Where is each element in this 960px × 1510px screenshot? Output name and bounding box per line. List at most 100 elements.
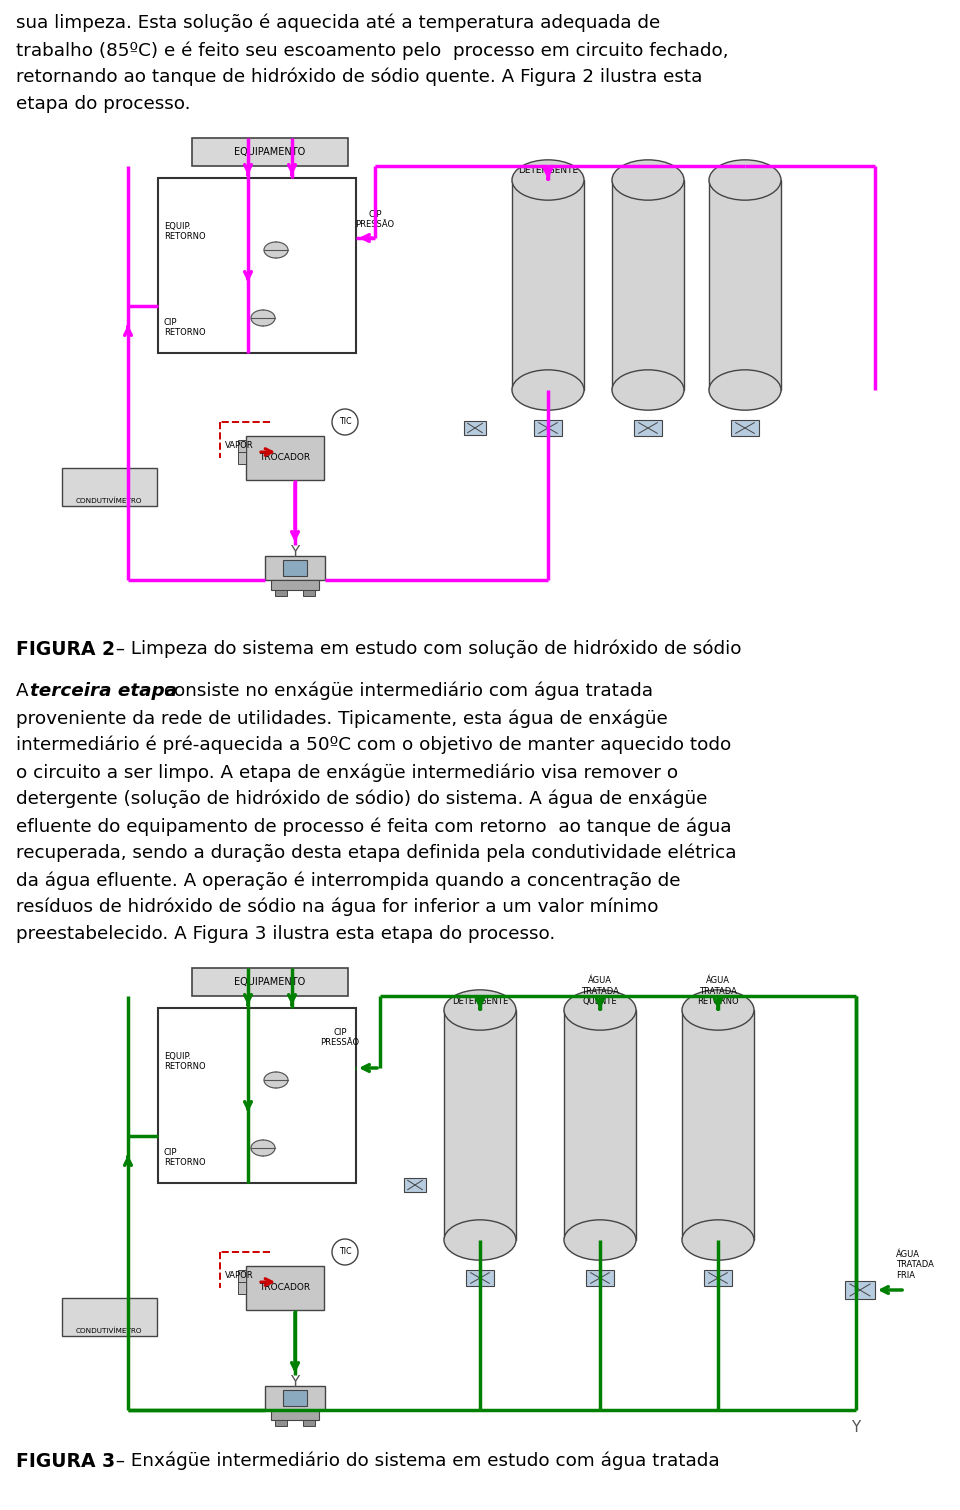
Text: FIGURA 2: FIGURA 2 [16, 640, 115, 658]
Text: sua limpeza. Esta solução é aquecida até a temperatura adequada de: sua limpeza. Esta solução é aquecida até… [16, 14, 660, 33]
Ellipse shape [612, 160, 684, 201]
Polygon shape [276, 1072, 288, 1089]
Text: EQUIP.
RETORNO: EQUIP. RETORNO [164, 1052, 205, 1072]
Text: EQUIP.
RETORNO: EQUIP. RETORNO [164, 222, 205, 242]
Bar [238, 1282, 246, 1294]
Ellipse shape [512, 160, 584, 201]
Text: CONDUTIVÍMETRO: CONDUTIVÍMETRO [76, 1327, 142, 1333]
Bar [238, 1270, 246, 1282]
Polygon shape [263, 1140, 275, 1157]
Bar [275, 1419, 287, 1425]
Text: etapa do processo.: etapa do processo. [16, 95, 190, 113]
Text: DETERGENTE: DETERGENTE [452, 997, 508, 1006]
Bar [303, 1419, 315, 1425]
Bar [704, 1270, 732, 1287]
Text: A: A [16, 683, 35, 701]
Text: efluente do equipamento de processo é feita com retorno  ao tanque de água: efluente do equipamento de processo é fe… [16, 817, 732, 835]
Text: CIP
PRESSÃO: CIP PRESSÃO [355, 210, 395, 230]
Ellipse shape [444, 991, 516, 1030]
Text: FIGURA 3: FIGURA 3 [16, 1453, 115, 1471]
Text: – Enxágüe intermediário do sistema em estudo com água tratada: – Enxágüe intermediário do sistema em es… [110, 1453, 720, 1471]
Circle shape [332, 409, 358, 435]
Text: CIP
RETORNO: CIP RETORNO [164, 319, 205, 337]
Bar [634, 420, 662, 436]
Text: CIP
PRESSÃO: CIP PRESSÃO [321, 1028, 360, 1048]
Bar [238, 451, 246, 464]
Ellipse shape [564, 991, 636, 1030]
Bar [731, 420, 759, 436]
Text: TROCADOR: TROCADOR [259, 453, 311, 462]
Bar [512, 180, 584, 390]
Bar [709, 180, 781, 390]
Ellipse shape [564, 1220, 636, 1261]
Text: terceira etapa: terceira etapa [30, 683, 177, 701]
Bar [158, 1009, 356, 1182]
Bar [192, 137, 348, 166]
Text: DETERGENTE: DETERGENTE [518, 166, 578, 175]
Bar [283, 560, 307, 575]
Text: CIP
RETORNO: CIP RETORNO [164, 1148, 205, 1167]
Bar [158, 178, 356, 353]
Ellipse shape [709, 160, 781, 201]
Text: TROCADOR: TROCADOR [259, 1284, 311, 1293]
Bar [283, 1391, 307, 1406]
Ellipse shape [444, 1220, 516, 1261]
Bar [265, 556, 325, 580]
Text: detergente (solução de hidróxido de sódio) do sistema. A água de enxágüe: detergente (solução de hidróxido de sódi… [16, 790, 708, 808]
Text: CONDUTIVÍMETRO: CONDUTIVÍMETRO [76, 497, 142, 504]
Bar [238, 439, 246, 451]
Text: ÁGUA
TRATADA
QUENTE: ÁGUA TRATADA QUENTE [581, 975, 619, 1006]
Text: ÁGUA
TRATADA
FRIA: ÁGUA TRATADA FRIA [896, 1250, 934, 1280]
Text: VAPOR: VAPOR [225, 1270, 253, 1279]
Bar [404, 1178, 426, 1191]
Text: recuperada, sendo a duração desta etapa definida pela condutividade elétrica: recuperada, sendo a duração desta etapa … [16, 844, 736, 862]
Ellipse shape [682, 991, 754, 1030]
Text: consiste no enxágüe intermediário com água tratada: consiste no enxágüe intermediário com ág… [158, 683, 653, 701]
Ellipse shape [512, 370, 584, 411]
Text: EQUIPAMENTO: EQUIPAMENTO [234, 977, 305, 988]
Text: resíduos de hidróxido de sódio na água for inferior a um valor mínimo: resíduos de hidróxido de sódio na água f… [16, 898, 659, 917]
Polygon shape [252, 310, 263, 326]
Bar [271, 1410, 319, 1419]
Bar [303, 590, 315, 596]
Bar [466, 1270, 494, 1287]
Polygon shape [276, 242, 288, 258]
Text: trabalho (85ºC) e é feito seu escoamento pelo  processo em circuito fechado,: trabalho (85ºC) e é feito seu escoamento… [16, 41, 729, 59]
Bar [464, 421, 486, 435]
Ellipse shape [709, 370, 781, 411]
Bar [845, 1280, 875, 1299]
Text: Y: Y [852, 1419, 860, 1434]
Text: proveniente da rede de utilidades. Tipicamente, esta água de enxágüe: proveniente da rede de utilidades. Tipic… [16, 710, 668, 728]
Bar [612, 180, 684, 390]
Text: TIC: TIC [339, 1247, 351, 1256]
Bar [192, 968, 348, 997]
Bar [444, 1010, 516, 1240]
Circle shape [332, 1240, 358, 1265]
Text: Y: Y [290, 545, 300, 560]
Polygon shape [264, 242, 276, 258]
Text: VAPOR: VAPOR [225, 441, 253, 450]
Text: ÁGUA
TRATADA
RETORNO: ÁGUA TRATADA RETORNO [697, 975, 739, 1006]
Text: – Limpeza do sistema em estudo com solução de hidróxido de sódio: – Limpeza do sistema em estudo com soluç… [110, 640, 741, 658]
Bar [534, 420, 562, 436]
Bar [62, 1299, 157, 1336]
Bar [246, 1265, 324, 1311]
Bar [265, 1386, 325, 1410]
Text: da água efluente. A operação é interrompida quando a concentração de: da água efluente. A operação é interromp… [16, 871, 681, 889]
Text: retornando ao tanque de hidróxido de sódio quente. A Figura 2 ilustra esta: retornando ao tanque de hidróxido de sód… [16, 68, 703, 86]
Text: o circuito a ser limpo. A etapa de enxágüe intermediário visa remover o: o circuito a ser limpo. A etapa de enxág… [16, 763, 678, 782]
Text: TIC: TIC [339, 417, 351, 426]
Text: EQUIPAMENTO: EQUIPAMENTO [234, 146, 305, 157]
Bar [564, 1010, 636, 1240]
Ellipse shape [682, 1220, 754, 1261]
Text: Y: Y [290, 1376, 300, 1391]
Bar [586, 1270, 614, 1287]
Bar [62, 468, 157, 506]
Bar [275, 590, 287, 596]
Polygon shape [264, 1072, 276, 1089]
Bar [271, 580, 319, 590]
Text: intermediário é pré-aquecida a 50ºC com o objetivo de manter aquecido todo: intermediário é pré-aquecida a 50ºC com … [16, 735, 732, 755]
Polygon shape [263, 310, 275, 326]
Polygon shape [252, 1140, 263, 1157]
Text: preestabelecido. A Figura 3 ilustra esta etapa do processo.: preestabelecido. A Figura 3 ilustra esta… [16, 926, 555, 944]
